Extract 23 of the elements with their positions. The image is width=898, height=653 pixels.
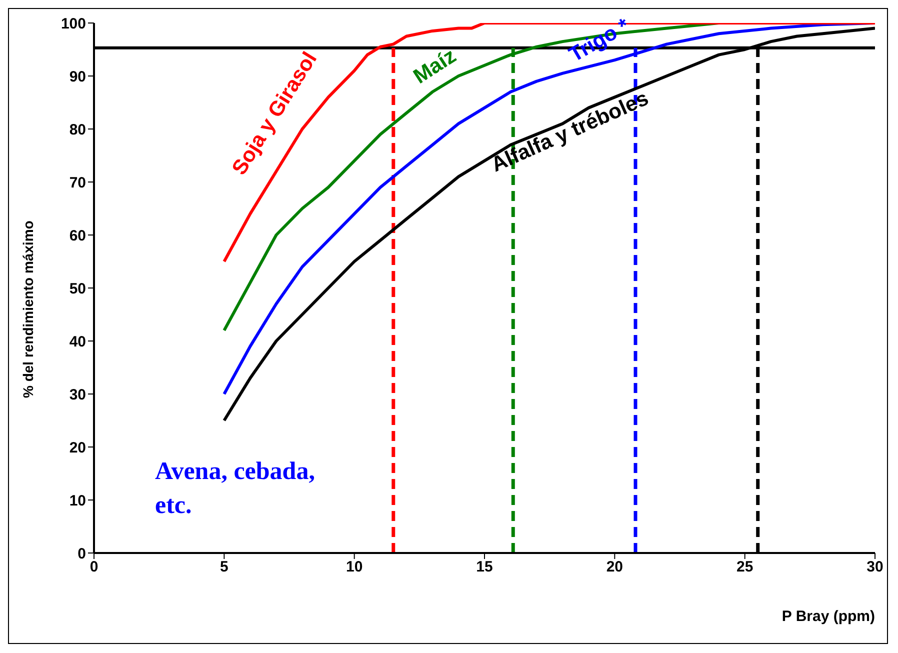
y-tick-label: 100 <box>60 15 86 32</box>
y-tick-label: 50 <box>69 280 86 298</box>
x-tick-label: 10 <box>346 558 363 576</box>
y-tick-label: 20 <box>69 439 86 456</box>
x-tick-label: 15 <box>476 558 493 576</box>
y-tick-label: 40 <box>69 333 86 350</box>
x-axis-title: P Bray (ppm) <box>782 608 876 625</box>
y-tick-label: 70 <box>69 174 86 192</box>
text: Maíz <box>410 44 460 88</box>
x-tick-label: 20 <box>606 558 624 576</box>
y-tick-label: 30 <box>69 386 86 404</box>
x-tick-label: 5 <box>220 558 228 576</box>
y-tick-label: 90 <box>69 68 86 86</box>
y-axis-title: % del rendimiento máximo <box>20 220 36 398</box>
y-tick-label: 60 <box>69 227 86 244</box>
annotation: Avena, cebada, etc. <box>155 457 316 521</box>
y-tick-label: 10 <box>69 492 86 510</box>
y-tick-label: 0 <box>78 545 86 562</box>
text: Trigo * <box>565 14 634 67</box>
x-tick-label: 25 <box>736 558 754 576</box>
y-tick-label: 80 <box>69 121 86 138</box>
x-tick-label: 30 <box>866 558 884 576</box>
x-tick-label: 0 <box>90 558 98 576</box>
